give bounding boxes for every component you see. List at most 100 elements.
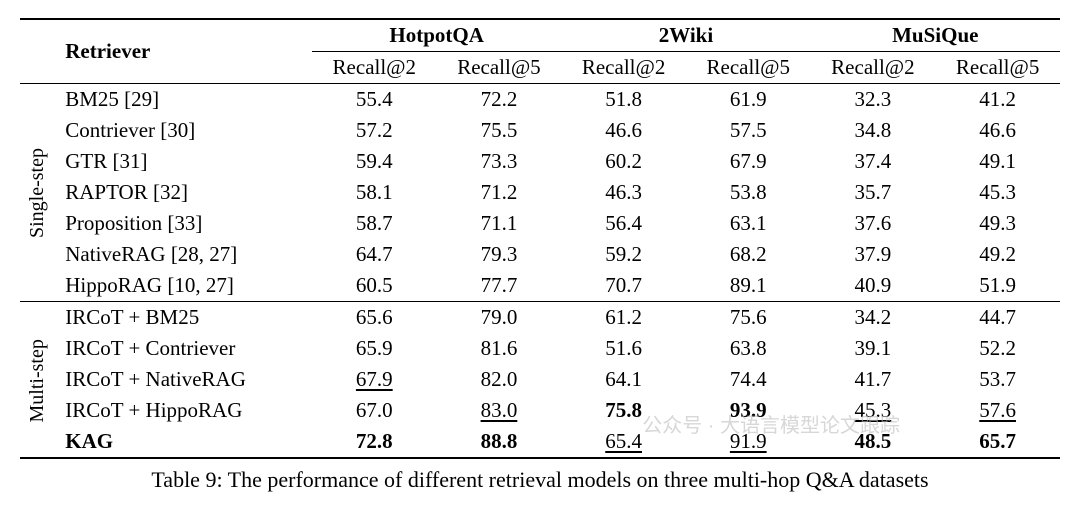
metric-cell: 49.1 [935,146,1060,177]
metric-cell: 72.2 [437,84,562,116]
metric-cell: 72.8 [312,426,437,458]
metric-cell: 63.8 [686,333,811,364]
col-musique-r5: Recall@5 [935,52,1060,84]
metric-cell: 63.1 [686,208,811,239]
metric-cell: 65.4 [561,426,686,458]
metric-cell: 89.1 [686,270,811,302]
metric-cell: 51.8 [561,84,686,116]
metric-cell: 61.9 [686,84,811,116]
metric-cell: 45.3 [935,177,1060,208]
metric-cell: 55.4 [312,84,437,116]
metric-cell: 64.7 [312,239,437,270]
metric-cell: 82.0 [437,364,562,395]
metric-cell: 70.7 [561,270,686,302]
metric-cell: 59.2 [561,239,686,270]
metric-cell: 32.3 [811,84,936,116]
metric-cell: 49.2 [935,239,1060,270]
retriever-name: Contriever [30] [55,115,312,146]
table-caption: Table 9: The performance of different re… [20,467,1060,493]
metric-cell: 61.2 [561,302,686,334]
metric-cell: 67.9 [312,364,437,395]
metric-cell: 59.4 [312,146,437,177]
metric-cell: 88.8 [437,426,562,458]
metric-cell: 60.5 [312,270,437,302]
metric-cell: 67.9 [686,146,811,177]
metric-cell: 67.0 [312,395,437,426]
retriever-name: IRCoT + NativeRAG [55,364,312,395]
metric-cell: 65.6 [312,302,437,334]
metric-cell: 74.4 [686,364,811,395]
metric-cell: 37.9 [811,239,936,270]
metric-cell: 71.1 [437,208,562,239]
metric-cell: 53.7 [935,364,1060,395]
retriever-name: NativeRAG [28, 27] [55,239,312,270]
metric-cell: 49.3 [935,208,1060,239]
col-musique: MuSiQue [811,19,1060,52]
retriever-name: IRCoT + Contriever [55,333,312,364]
metric-cell: 60.2 [561,146,686,177]
group-label: Multi-step [20,302,55,459]
col-musique-r2: Recall@2 [811,52,936,84]
results-table: Retriever HotpotQA 2Wiki MuSiQue Recall@… [20,18,1060,459]
metric-cell: 75.6 [686,302,811,334]
metric-cell: 51.9 [935,270,1060,302]
header-spacer [20,19,55,52]
metric-cell: 75.8 [561,395,686,426]
metric-cell: 75.5 [437,115,562,146]
metric-cell: 52.2 [935,333,1060,364]
retriever-name: HippoRAG [10, 27] [55,270,312,302]
metric-cell: 64.1 [561,364,686,395]
metric-cell: 51.6 [561,333,686,364]
retriever-name: IRCoT + BM25 [55,302,312,334]
metric-cell: 35.7 [811,177,936,208]
retriever-name: BM25 [29] [55,84,312,116]
col-retriever: Retriever [55,19,312,84]
metric-cell: 81.6 [437,333,562,364]
metric-cell: 39.1 [811,333,936,364]
group-label: Single-step [20,84,55,302]
metric-cell: 93.9 [686,395,811,426]
metric-cell: 56.4 [561,208,686,239]
metric-cell: 65.7 [935,426,1060,458]
metric-cell: 48.5 [811,426,936,458]
metric-cell: 91.9 [686,426,811,458]
metric-cell: 40.9 [811,270,936,302]
col-hotpot-r5: Recall@5 [437,52,562,84]
metric-cell: 57.2 [312,115,437,146]
metric-cell: 44.7 [935,302,1060,334]
metric-cell: 83.0 [437,395,562,426]
metric-cell: 46.6 [935,115,1060,146]
metric-cell: 79.0 [437,302,562,334]
metric-cell: 53.8 [686,177,811,208]
retriever-name: Proposition [33] [55,208,312,239]
col-2wiki: 2Wiki [561,19,810,52]
metric-cell: 58.7 [312,208,437,239]
retriever-name: GTR [31] [55,146,312,177]
metric-cell: 68.2 [686,239,811,270]
col-wiki-r2: Recall@2 [561,52,686,84]
retriever-name: IRCoT + HippoRAG [55,395,312,426]
metric-cell: 45.3 [811,395,936,426]
metric-cell: 79.3 [437,239,562,270]
retriever-name: RAPTOR [32] [55,177,312,208]
metric-cell: 73.3 [437,146,562,177]
metric-cell: 71.2 [437,177,562,208]
metric-cell: 77.7 [437,270,562,302]
header-spacer-2 [20,52,55,84]
retriever-name: KAG [55,426,312,458]
metric-cell: 57.6 [935,395,1060,426]
metric-cell: 65.9 [312,333,437,364]
col-wiki-r5: Recall@5 [686,52,811,84]
metric-cell: 46.3 [561,177,686,208]
col-hotpotqa: HotpotQA [312,19,561,52]
metric-cell: 46.6 [561,115,686,146]
metric-cell: 58.1 [312,177,437,208]
metric-cell: 57.5 [686,115,811,146]
metric-cell: 41.7 [811,364,936,395]
metric-cell: 41.2 [935,84,1060,116]
col-hotpot-r2: Recall@2 [312,52,437,84]
metric-cell: 34.8 [811,115,936,146]
metric-cell: 37.4 [811,146,936,177]
metric-cell: 37.6 [811,208,936,239]
metric-cell: 34.2 [811,302,936,334]
